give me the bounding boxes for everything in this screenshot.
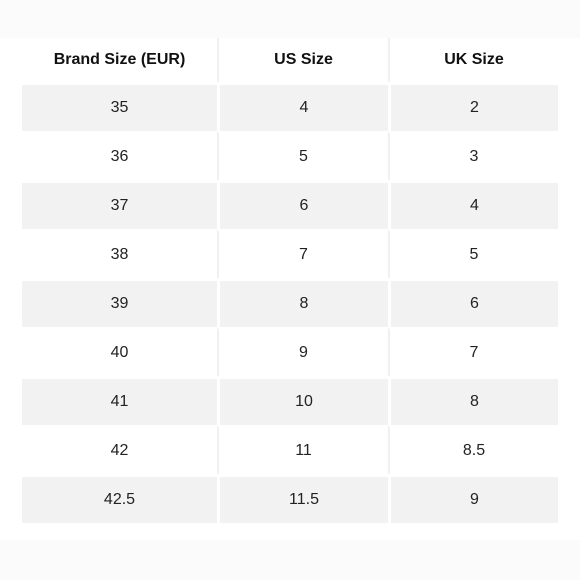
table-row: 41 10 8 [22, 376, 558, 425]
us-size-cell: 10 [217, 376, 388, 425]
header-uk-size: UK Size [388, 38, 558, 82]
eur-size-cell: 38 [22, 229, 217, 278]
uk-size-cell: 3 [388, 131, 558, 180]
us-size-cell: 6 [217, 180, 388, 229]
uk-size-cell: 2 [388, 82, 558, 131]
table-row: 40 9 7 [22, 327, 558, 376]
us-size-cell: 11 [217, 425, 388, 474]
us-size-cell: 7 [217, 229, 388, 278]
eur-size-cell: 36 [22, 131, 217, 180]
uk-size-cell: 7 [388, 327, 558, 376]
uk-size-cell: 8.5 [388, 425, 558, 474]
header-us-size: US Size [217, 38, 388, 82]
uk-size-cell: 6 [388, 278, 558, 327]
table-header-row: Brand Size (EUR) US Size UK Size [22, 38, 558, 82]
us-size-cell: 8 [217, 278, 388, 327]
table-row: 39 8 6 [22, 278, 558, 327]
header-brand-size-eur: Brand Size (EUR) [22, 38, 217, 82]
bottom-margin [0, 540, 580, 580]
uk-size-cell: 4 [388, 180, 558, 229]
eur-size-cell: 40 [22, 327, 217, 376]
us-size-cell: 5 [217, 131, 388, 180]
table-row: 42 11 8.5 [22, 425, 558, 474]
eur-size-cell: 41 [22, 376, 217, 425]
top-margin [0, 0, 580, 38]
uk-size-cell: 9 [388, 474, 558, 523]
us-size-cell: 11.5 [217, 474, 388, 523]
us-size-cell: 9 [217, 327, 388, 376]
size-conversion-table: Brand Size (EUR) US Size UK Size 35 4 2 … [22, 38, 558, 523]
us-size-cell: 4 [217, 82, 388, 131]
table-row: 38 7 5 [22, 229, 558, 278]
eur-size-cell: 37 [22, 180, 217, 229]
table-row: 35 4 2 [22, 82, 558, 131]
table-row: 37 6 4 [22, 180, 558, 229]
uk-size-cell: 8 [388, 376, 558, 425]
eur-size-cell: 42 [22, 425, 217, 474]
eur-size-cell: 42.5 [22, 474, 217, 523]
eur-size-cell: 35 [22, 82, 217, 131]
table-row: 36 5 3 [22, 131, 558, 180]
uk-size-cell: 5 [388, 229, 558, 278]
table-row: 42.5 11.5 9 [22, 474, 558, 523]
eur-size-cell: 39 [22, 278, 217, 327]
